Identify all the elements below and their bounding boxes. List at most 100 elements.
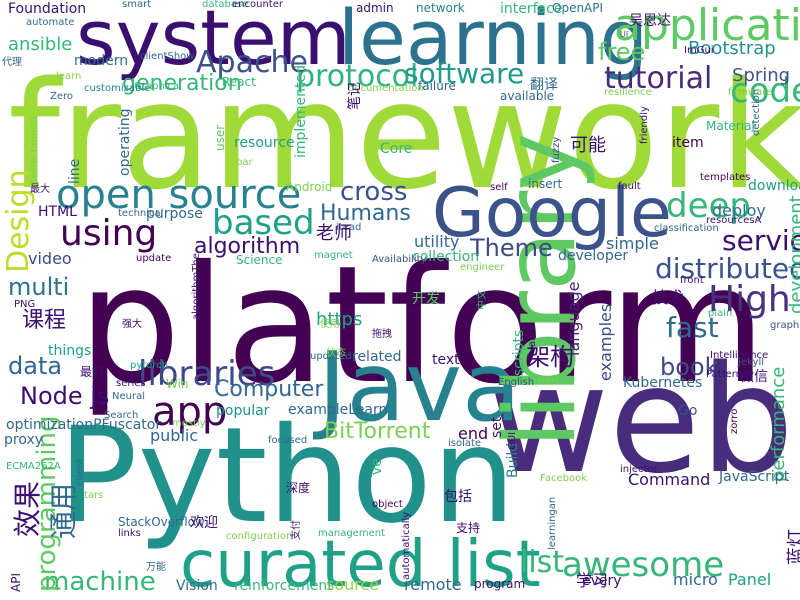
cloud-word-3: web — [488, 334, 795, 506]
cloud-word-171: 中文 — [477, 290, 488, 310]
cloud-word-82: Material — [706, 119, 755, 133]
cloud-word-95: OpenAPI — [552, 1, 604, 15]
cloud-word-26: free — [598, 38, 646, 66]
cloud-word-189: 学习 — [576, 571, 609, 590]
cloud-word-36: Node js — [20, 382, 110, 410]
cloud-word-128: plain — [708, 308, 733, 319]
cloud-word-156: learningan — [547, 496, 558, 550]
cloud-word-85: implemented — [293, 64, 309, 158]
cloud-word-134: Intelligence — [710, 350, 769, 361]
cloud-word-74: things — [48, 343, 92, 359]
cloud-word-62: scripts — [511, 329, 527, 376]
cloud-word-125: front — [680, 275, 704, 286]
cloud-word-167: UI — [620, 30, 629, 39]
cloud-word-126: engineer — [460, 262, 505, 273]
cloud-word-103: React — [222, 75, 256, 89]
cloud-word-9: curated list — [180, 528, 541, 600]
cloud-word-58: download — [748, 178, 800, 194]
cloud-word-43: ansible — [8, 34, 73, 55]
cloud-word-162: algorithmThe — [191, 253, 202, 320]
cloud-word-13: app — [152, 389, 228, 435]
cloud-word-197: 万能 — [146, 562, 166, 573]
cloud-word-131: updated — [310, 351, 352, 362]
cloud-word-175: 翻译 — [530, 77, 558, 93]
cloud-word-71: collection — [412, 249, 480, 265]
cloud-word-81: item — [672, 135, 704, 151]
cloud-word-196: 状态 — [326, 348, 346, 359]
cloud-word-70: https — [316, 309, 363, 330]
cloud-word-190: 蓝灯 — [786, 529, 800, 565]
cloud-word-1: platform — [78, 232, 767, 420]
cloud-word-112: friendly — [639, 106, 650, 144]
cloud-word-127: v2 — [408, 306, 421, 317]
cloud-word-31: cross — [340, 177, 408, 207]
cloud-word-149: Facebook — [540, 473, 587, 484]
cloud-word-176: 笔记 — [347, 82, 363, 110]
cloud-word-158: program — [474, 577, 526, 591]
cloud-word-32: Humans — [320, 201, 411, 226]
cloud-word-152: links — [118, 528, 141, 539]
cloud-word-123: magnet — [314, 250, 353, 261]
cloud-word-129: graphing — [770, 320, 800, 331]
cloud-word-40: Computer — [214, 377, 324, 402]
cloud-word-111: detection — [751, 88, 762, 136]
cloud-word-182: 效果 — [11, 480, 44, 537]
cloud-word-28: fast — [666, 311, 719, 344]
cloud-word-183: 通用 — [47, 482, 80, 539]
cloud-word-38: data — [8, 352, 63, 380]
cloud-word-55: deploy — [712, 201, 766, 220]
cloud-word-77: operating — [117, 108, 133, 176]
cloud-word-105: documentation — [348, 83, 424, 94]
cloud-word-138: Neural — [112, 391, 145, 402]
cloud-word-117: classification — [654, 223, 719, 234]
cloud-word-143: focused — [268, 435, 308, 446]
cloud-word-7: system — [76, 0, 351, 82]
cloud-word-110: learn — [56, 71, 82, 82]
cloud-word-100: encounter — [232, 0, 283, 10]
cloud-word-101: clientShow — [140, 51, 195, 62]
cloud-word-168: Go — [678, 403, 698, 419]
cloud-word-24: service — [722, 224, 800, 257]
cloud-word-174: 吴恩达 — [629, 13, 671, 29]
cloud-word-86: user — [213, 124, 227, 151]
cloud-word-0: framework — [8, 50, 800, 222]
cloud-word-91: modern — [74, 53, 129, 69]
cloud-word-178: 开发 — [412, 291, 440, 307]
cloud-word-130: pytorch — [130, 360, 169, 371]
cloud-word-50: Vision — [176, 578, 218, 594]
cloud-word-160: API — [9, 573, 23, 592]
cloud-word-90: failure — [418, 79, 456, 93]
cloud-word-154: management — [318, 528, 385, 539]
cloud-word-186: 包括 — [444, 489, 472, 505]
cloud-word-75: HTML — [38, 204, 77, 220]
cloud-word-17: deep — [666, 186, 751, 226]
cloud-word-69: end — [458, 424, 489, 443]
cloud-word-73: video — [28, 249, 72, 268]
cloud-word-164: client — [75, 458, 86, 486]
cloud-word-179: 技术 — [652, 288, 685, 307]
cloud-word-88: self — [490, 182, 508, 193]
cloud-word-8: Google — [432, 174, 672, 253]
cloud-word-173: 老师 — [316, 223, 352, 244]
cloud-word-54: performance — [768, 366, 789, 482]
cloud-word-142: mostly — [172, 418, 206, 429]
cloud-word-104: customizable — [84, 83, 151, 94]
cloud-word-10: applications — [614, 0, 800, 51]
cloud-word-84: Science — [236, 253, 283, 267]
cloud-word-27: list — [520, 545, 565, 580]
cloud-word-177: 课程 — [22, 308, 67, 333]
cloud-word-45: Spring — [732, 65, 791, 86]
cloud-word-124: Availability — [372, 254, 427, 265]
cloud-word-106: resilience — [604, 87, 652, 98]
cloud-word-137: series — [116, 378, 146, 389]
cloud-word-49: reinforcement — [234, 578, 333, 594]
cloud-word-172: 可能 — [570, 135, 606, 156]
cloud-word-59: development — [786, 195, 800, 314]
cloud-word-68: text — [432, 352, 460, 368]
cloud-word-191: 使用 — [320, 319, 340, 330]
cloud-word-14: High — [708, 279, 791, 320]
cloud-word-151: object — [372, 499, 403, 510]
cloud-word-67: related — [352, 349, 402, 365]
cloud-word-66: popular — [216, 403, 270, 419]
